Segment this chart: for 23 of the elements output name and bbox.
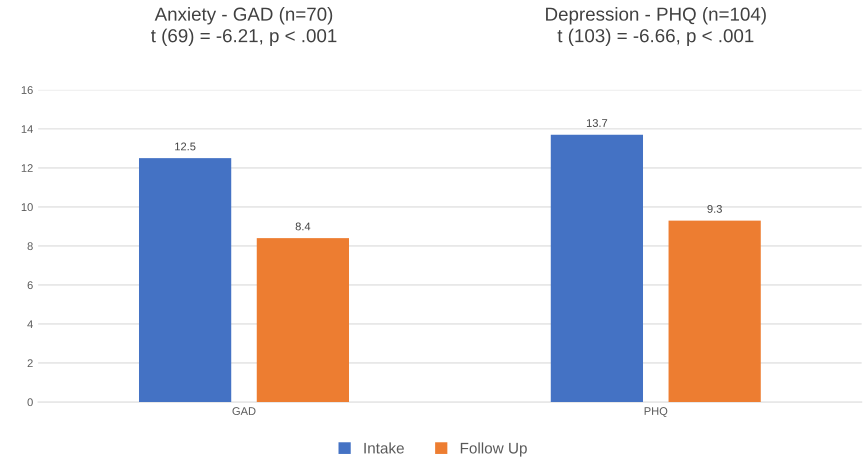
text: Depression - PHQ (n=104) t (103) = -6.66, p < .001 [546,7,766,46]
legend-label: Follow Up [460,442,527,457]
bar [668,220,761,402]
bar [138,158,232,402]
y-tick-label: 4 [27,320,33,328]
data-label: 8.4 [296,222,310,230]
x-tick-label: PHQ [644,407,668,418]
y-tick-label: 14 [22,125,33,133]
legend-label: Intake [364,442,404,454]
data-label: 13.7 [586,119,608,127]
y-tick-label: 6 [28,281,33,290]
y-tick-label: 12 [22,164,33,172]
y-tick-label: 0 [28,398,33,406]
data-label: 12.5 [175,142,196,150]
y-tick-label: 16 [22,86,33,94]
text: Anxiety - GAD (n=70) t (69) = -6.21, p < .001 [151,7,336,46]
data-label: 9.3 [707,204,722,213]
bar [256,238,349,402]
y-tick-label: 8 [28,242,33,250]
y-tick-label: 2 [28,359,33,368]
x-tick-label: GAD [232,407,256,416]
y-tick-label: 10 [22,203,33,212]
bar [550,134,644,402]
